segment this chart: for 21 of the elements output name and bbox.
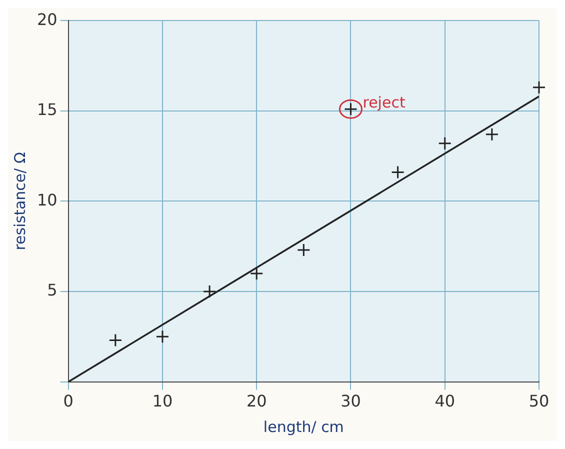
point (202, 284, 216, 298)
x-tick-label: 30 (340, 392, 361, 411)
y-tick-label: 15 (37, 100, 58, 120)
x-tick-label: 10 (152, 392, 173, 411)
point (250, 266, 264, 280)
x-axis-title: length/ cm (263, 418, 344, 436)
point (156, 330, 170, 344)
point (296, 243, 310, 257)
x-tick-label: 40 (434, 392, 456, 411)
y-tick-label: 20 (37, 10, 58, 29)
y-tick-label: 10 (37, 190, 58, 210)
point (108, 334, 122, 348)
point (391, 166, 405, 180)
annotation: reject (362, 93, 406, 112)
x-tick-label: 20 (246, 392, 267, 411)
x-tick-label: 50 (528, 392, 550, 411)
point (438, 136, 452, 150)
y-axis-title: resistance/ Ω (10, 152, 29, 250)
x-tick-label: 0 (63, 392, 74, 411)
y-tick-label: 5 (47, 280, 58, 300)
point (485, 128, 499, 142)
